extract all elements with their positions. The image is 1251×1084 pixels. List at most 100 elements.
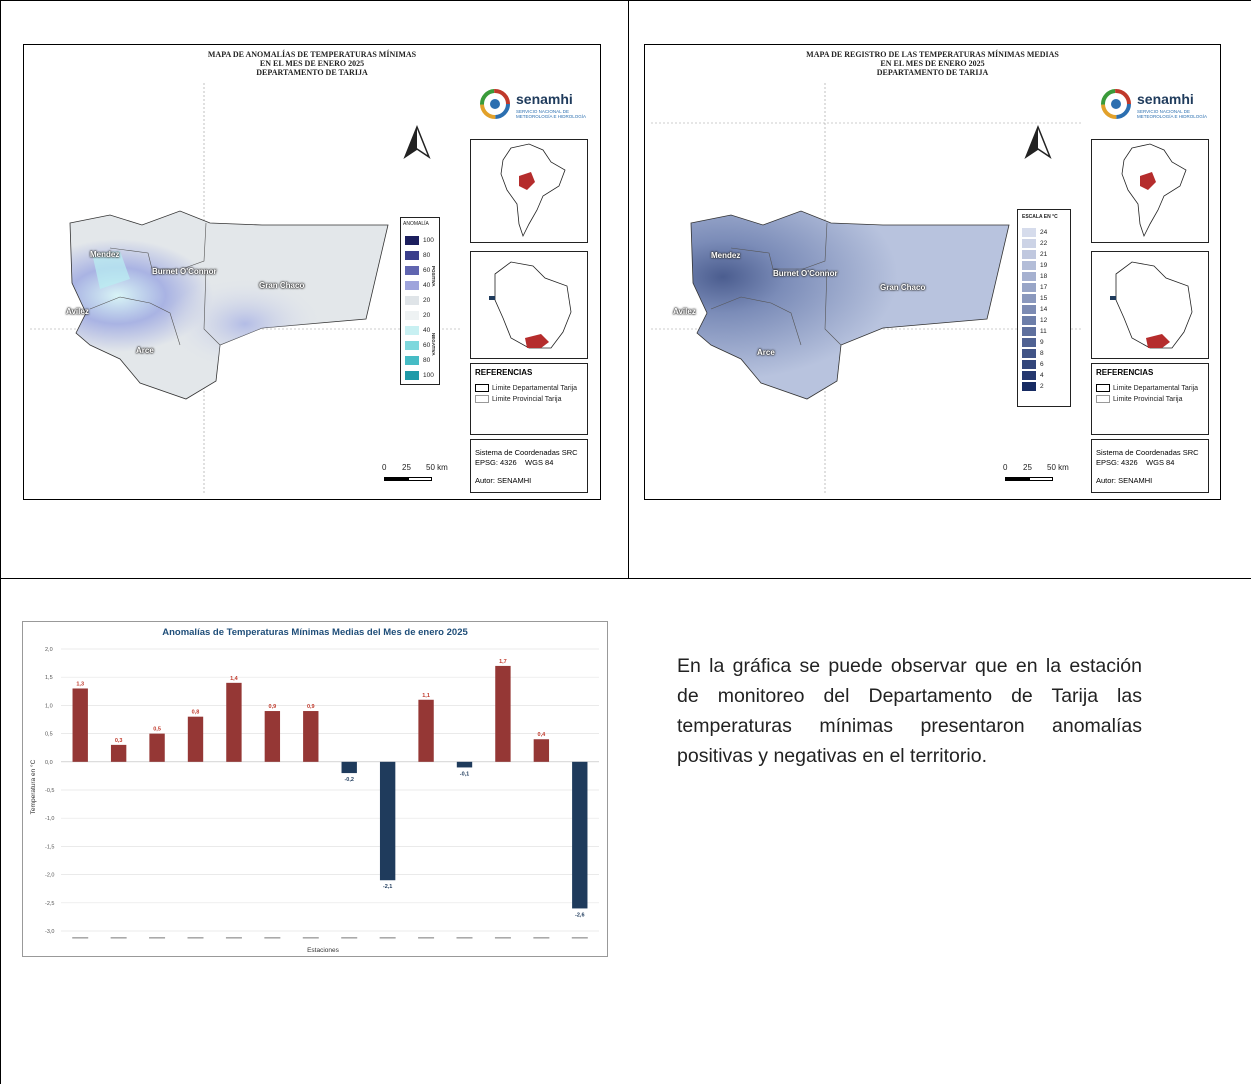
legend-value: 22 (1040, 240, 1048, 247)
reference-item: Limite Departamental Tarija (1096, 384, 1198, 392)
scale-label: 0 (1003, 463, 1008, 472)
legend-swatch (405, 251, 419, 260)
references-title: REFERENCIAS (1096, 368, 1154, 377)
scale-label: 25 (1023, 463, 1032, 472)
bar (187, 716, 204, 762)
x-tick-mark (456, 937, 473, 939)
south-america-locator (1091, 139, 1209, 243)
province-label: Arce (757, 348, 775, 357)
bar-value-label: 0,3 (115, 738, 123, 744)
legend-swatch (405, 311, 419, 320)
crs-line: EPSG: 4326 WGS 84 (1096, 458, 1175, 467)
legend-swatch (1022, 305, 1036, 314)
chart-canvas: Anomalías de Temperaturas Mínimas Medias… (29, 627, 599, 954)
x-axis-label: Estaciones (307, 947, 340, 954)
legend-value: 21 (1040, 251, 1048, 258)
bar-value-label: 1,7 (499, 659, 507, 665)
bar-value-label: 1,4 (230, 676, 239, 682)
y-axis-label: Temperatura en °C (29, 759, 37, 814)
bar-value-label: 0,8 (192, 710, 200, 716)
senamhi-logo-icon (1101, 89, 1131, 119)
x-tick-mark (72, 937, 89, 939)
legend-swatch (1022, 371, 1036, 380)
legend-group-label: NEGATIVA (431, 333, 436, 356)
legend-value: 100 (423, 237, 434, 244)
legend-swatch (1022, 316, 1036, 325)
crs-line: Sistema de Coordenadas SRC (475, 448, 578, 457)
y-tick-label: 2,0 (45, 647, 53, 653)
references-title: REFERENCIAS (475, 368, 533, 377)
reference-label: Limite Departamental Tarija (492, 384, 578, 392)
bar-value-label: -2,6 (575, 912, 584, 918)
senamhi-logo-icon (480, 89, 510, 119)
legend-value: 20 (423, 312, 431, 319)
province-label: Mendez (711, 251, 741, 260)
legend-group-label: POSITIVA (431, 266, 436, 287)
bar (533, 739, 550, 762)
map-title: MAPA DE REGISTRO DE LAS TEMPERATURAS MÍN… (645, 50, 1220, 77)
legend-swatch (1022, 294, 1036, 303)
anomaly-bar-chart: Anomalías de Temperaturas Mínimas Medias… (22, 621, 608, 957)
reference-symbol (1096, 395, 1110, 403)
y-tick-label: 1,0 (45, 703, 53, 709)
legend-value: 20 (423, 297, 431, 304)
reference-label: Limite Departamental Tarija (1113, 384, 1199, 392)
legend-swatch (1022, 250, 1036, 259)
reference-label: Limite Provincial Tarija (1113, 395, 1183, 403)
legend-swatch (1022, 338, 1036, 347)
bar-value-label: 1,1 (422, 693, 430, 699)
bar (418, 699, 434, 762)
province-label: Arce (136, 346, 154, 355)
reference-symbol (475, 395, 489, 403)
logo-panel: senamhi SERVICIO NACIONAL DE METEOROLOGÍ… (1091, 81, 1209, 133)
legend-swatch (405, 296, 419, 305)
legend-swatch (1022, 239, 1036, 248)
bar (264, 711, 281, 762)
logo-panel: senamhi SERVICIO NACIONAL DE METEOROLOGÍ… (470, 81, 588, 133)
legend-value: 14 (1040, 306, 1048, 313)
bar (110, 744, 127, 762)
legend-swatch (405, 341, 419, 350)
legend-value: 11 (1040, 328, 1047, 335)
logo-subtitle: SERVICIO NACIONAL DE METEOROLOGÍA E HIDR… (1137, 109, 1208, 119)
x-tick-mark (418, 937, 435, 939)
map-title-line: EN EL MES DE ENERO 2025 (259, 59, 365, 68)
reference-item: Limite Provincial Tarija (1096, 395, 1183, 403)
legend-swatch (405, 371, 419, 380)
legend-value: 2 (1040, 383, 1044, 390)
scale-label: 0 (382, 463, 387, 472)
description-paragraph: En la gráfica se puede observar que en l… (677, 655, 1142, 767)
province-label: Avilez (66, 307, 89, 316)
legend-swatch (1022, 349, 1036, 358)
references-panel: REFERENCIAS Limite Departamental Tarija … (1091, 363, 1209, 435)
legend-value: 12 (1040, 317, 1048, 324)
south-america-map-graphic (500, 143, 566, 238)
reference-item: Limite Provincial Tarija (475, 395, 562, 403)
crs-line: EPSG: 4326 WGS 84 (475, 458, 554, 467)
bolivia-locator (1091, 251, 1209, 359)
x-tick-mark (264, 937, 281, 939)
x-tick-mark (494, 937, 511, 939)
legend-value: 17 (1040, 284, 1048, 291)
legend-swatch (1022, 360, 1036, 369)
x-tick-mark (302, 937, 319, 939)
legend-value: 24 (1040, 229, 1048, 236)
bar-value-label: 1,3 (76, 681, 84, 687)
bar (341, 761, 357, 774)
table-border-vertical (628, 0, 629, 578)
y-tick-label: -2,0 (45, 873, 54, 879)
map-title: MAPA DE ANOMALÍAS DE TEMPERATURAS MÍNIMA… (24, 50, 600, 77)
bolivia-locator (470, 251, 588, 359)
legend-value: 40 (423, 282, 431, 289)
anomaly-map: MAPA DE ANOMALÍAS DE TEMPERATURAS MÍNIMA… (23, 44, 601, 500)
map-title-line: EN EL MES DE ENERO 2025 (880, 59, 985, 68)
bar-value-label: 0,9 (269, 704, 277, 710)
x-tick-mark (149, 937, 166, 939)
legend-value: 9 (1040, 339, 1044, 346)
table-border-left (0, 0, 1, 1084)
legend-title: ESCALA EN °C (1022, 214, 1058, 220)
y-tick-label: -1,5 (45, 844, 54, 850)
map-title-line: MAPA DE ANOMALÍAS DE TEMPERATURAS MÍNIMA… (207, 50, 417, 59)
province-label: Burnet O'Connor (152, 267, 217, 276)
scale-label: 25 (402, 463, 411, 472)
